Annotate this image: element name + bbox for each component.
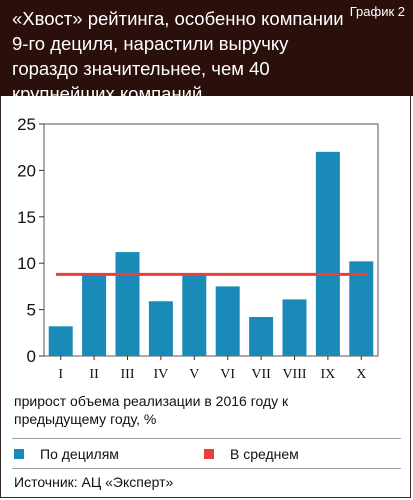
- legend-item-average: В среднем: [204, 446, 299, 462]
- chart-title: «Хвост» рейтинга, особенно компании 9-го…: [12, 8, 344, 104]
- legend-separator-bottom: [12, 468, 401, 469]
- bar-III: [115, 252, 140, 356]
- y-tick-label: 20: [17, 161, 36, 180]
- bar-VII: [249, 317, 274, 356]
- bar-VIII: [282, 299, 307, 356]
- x-tick-label: V: [189, 367, 199, 382]
- x-axis-caption: прирост объема реализации в 2016 году к …: [14, 393, 289, 427]
- bar-II: [82, 273, 107, 356]
- legend: По децилям В среднем: [14, 446, 394, 466]
- chart-number-tag: График 2: [349, 4, 405, 19]
- legend-label-average: В среднем: [230, 446, 299, 462]
- y-tick-label: 25: [17, 115, 36, 134]
- bar-VI: [215, 286, 240, 356]
- y-tick-label: 15: [17, 208, 36, 227]
- legend-item-deciles: По децилям: [14, 446, 119, 462]
- bar-X: [349, 261, 374, 356]
- x-tick-label: II: [89, 367, 99, 382]
- x-tick-label: X: [356, 367, 366, 382]
- source-note: Источник: АЦ «Эксперт»: [14, 474, 174, 490]
- x-tick-label: VI: [220, 367, 235, 382]
- legend-swatch-average: [204, 449, 214, 459]
- x-tick-label: IX: [321, 367, 336, 382]
- y-tick-label: 5: [27, 301, 36, 320]
- x-tick-label: IV: [154, 367, 169, 382]
- bar-IX: [315, 151, 340, 356]
- legend-label-deciles: По децилям: [40, 446, 119, 462]
- y-tick-label: 0: [27, 347, 36, 366]
- chart-header: «Хвост» рейтинга, особенно компании 9-го…: [0, 0, 413, 104]
- plot-frame: [43, 123, 379, 357]
- bar-IV: [148, 301, 173, 356]
- x-tick-label: III: [121, 367, 135, 382]
- x-tick-label: I: [58, 367, 63, 382]
- bar-V: [182, 273, 207, 356]
- bar-I: [48, 326, 73, 356]
- legend-swatch-deciles: [14, 449, 24, 459]
- legend-separator-top: [12, 438, 401, 439]
- x-tick-label: VIII: [282, 367, 306, 382]
- y-tick-label: 10: [17, 254, 36, 273]
- x-tick-label: VII: [251, 367, 271, 382]
